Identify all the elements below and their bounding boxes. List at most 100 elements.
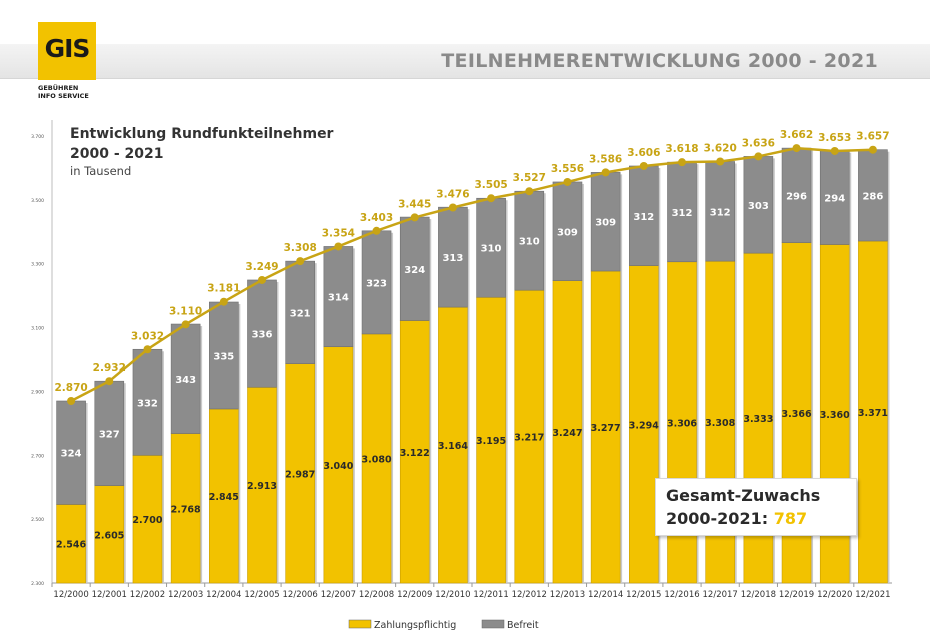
x-tick-label: 12/2010: [435, 590, 470, 600]
bar-label-zahlungspflichtig: 3.294: [629, 420, 659, 431]
bar-befreit: [94, 380, 125, 486]
bar-label-zahlungspflichtig: 2.845: [209, 492, 239, 503]
legend-swatch-zahlungspflichtig: [348, 619, 372, 629]
total-label: 3.110: [169, 305, 202, 317]
total-label: 2.870: [54, 382, 87, 394]
total-label: 3.653: [818, 132, 851, 144]
bar-label-befreit: 324: [61, 449, 82, 460]
bar-label-befreit: 309: [595, 218, 616, 229]
total-point: [830, 146, 839, 155]
bar-label-befreit: 310: [481, 244, 502, 255]
bar-label-befreit: 327: [99, 429, 120, 440]
growth-callout-value-line: 2000-2021: 787: [666, 509, 807, 528]
bar-label-befreit: 312: [672, 208, 693, 219]
total-point: [563, 177, 572, 186]
bar-zahlungspflichtig: [858, 240, 888, 584]
total-point: [716, 157, 725, 166]
x-tick-label: 12/2020: [817, 590, 852, 600]
bar-befreit: [705, 161, 735, 262]
bar-zahlungspflichtig: [94, 485, 125, 584]
x-tick-label: 12/2018: [741, 590, 776, 600]
legend-label-zahlungspflichtig: Zahlungspflichtig: [374, 620, 456, 631]
bar-label-zahlungspflichtig: 2.546: [56, 540, 86, 551]
bar-label-zahlungspflichtig: 2.913: [247, 481, 277, 492]
x-tick-label: 12/2011: [473, 590, 508, 600]
bar-befreit: [247, 279, 277, 388]
bar-label-zahlungspflichtig: 3.164: [438, 441, 468, 452]
x-tick-label: 12/2000: [53, 590, 88, 600]
bar-befreit: [743, 156, 774, 254]
bar-label-befreit: 335: [213, 351, 234, 362]
x-tick-label: 12/2015: [626, 590, 661, 600]
total-label: 3.618: [665, 143, 698, 155]
total-point: [410, 213, 419, 222]
logo-subtitle-line1: GEBÜHREN: [38, 84, 79, 92]
x-tick-label: 12/2016: [664, 590, 699, 600]
x-tick-label: 12/2013: [550, 590, 585, 600]
x-tick-label: 12/2006: [283, 590, 318, 600]
bar-zahlungspflichtig: [56, 504, 86, 584]
total-point: [143, 345, 152, 354]
total-label: 3.032: [131, 330, 164, 342]
x-tick-label: 12/2007: [321, 590, 356, 600]
bar-befreit: [132, 348, 163, 456]
bar-befreit: [476, 197, 506, 298]
total-label: 2.932: [93, 362, 126, 374]
growth-callout-value: 787: [773, 509, 808, 528]
bar-label-befreit: 343: [175, 375, 196, 386]
total-label: 3.662: [780, 129, 813, 141]
y-tick-label: 2.900: [31, 389, 44, 395]
total-point: [67, 396, 76, 405]
total-label: 3.586: [589, 153, 622, 165]
total-point: [372, 226, 381, 235]
x-tick-label: 12/2019: [779, 590, 814, 600]
bar-zahlungspflichtig: [552, 280, 583, 584]
bar-label-zahlungspflichtig: 3.360: [820, 410, 850, 421]
bar-befreit: [590, 172, 621, 272]
total-label: 3.505: [474, 179, 507, 191]
bar-label-zahlungspflichtig: 3.371: [858, 408, 888, 419]
total-point: [868, 145, 877, 154]
bar-label-zahlungspflichtig: 3.333: [743, 414, 773, 425]
x-tick-label: 12/2014: [588, 590, 623, 600]
bar-zahlungspflichtig: [247, 386, 277, 584]
total-point: [601, 168, 610, 177]
bar-zahlungspflichtig: [590, 270, 621, 584]
bar-label-befreit: 286: [862, 191, 883, 202]
x-tick-label: 12/2005: [244, 590, 279, 600]
total-label: 3.657: [856, 131, 889, 143]
chart-title: Entwicklung Rundfunkteilnehmer: [70, 126, 334, 142]
total-line: [70, 146, 873, 403]
bar-befreit: [170, 323, 201, 434]
logo-text: GIS: [44, 34, 91, 63]
bar-label-zahlungspflichtig: 3.366: [782, 409, 812, 420]
bar-label-befreit: 332: [137, 398, 158, 409]
bar-zahlungspflichtig: [285, 363, 315, 584]
bar-label-zahlungspflichtig: 2.605: [94, 530, 124, 541]
bar-zahlungspflichtig: [170, 433, 201, 584]
bar-label-zahlungspflichtig: 3.308: [705, 418, 735, 429]
total-label: 3.249: [245, 261, 278, 273]
chart-unit: in Tausend: [70, 164, 131, 178]
y-tick-label: 3.500: [31, 198, 44, 204]
bar-zahlungspflichtig: [361, 333, 392, 584]
total-label: 3.556: [551, 163, 584, 175]
chart-subtitle: 2000 - 2021: [70, 146, 164, 162]
total-label: 3.403: [360, 212, 393, 224]
bar-label-zahlungspflichtig: 3.247: [552, 428, 582, 439]
x-tick-label: 12/2003: [168, 590, 203, 600]
total-point: [487, 194, 496, 203]
bar-label-befreit: 323: [366, 278, 387, 289]
bar-befreit: [285, 260, 315, 364]
gis-logo: GIS: [38, 22, 96, 80]
legend-swatch-befreit: [481, 619, 505, 629]
bar-label-befreit: 309: [557, 227, 578, 238]
bar-label-befreit: 294: [824, 194, 845, 205]
bar-befreit: [781, 147, 812, 243]
bar-befreit: [209, 301, 239, 410]
x-tick-label: 12/2012: [512, 590, 547, 600]
bar-befreit: [819, 150, 850, 245]
bar-label-zahlungspflichtig: 3.122: [400, 448, 430, 459]
header-band: [0, 44, 930, 79]
bar-zahlungspflichtig: [514, 289, 545, 584]
